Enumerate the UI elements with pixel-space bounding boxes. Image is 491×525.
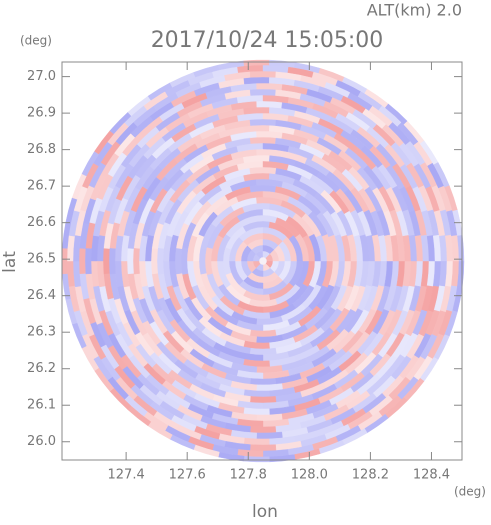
radar-field: [61, 59, 465, 463]
radar-cell: [256, 413, 283, 422]
radar-cell: [249, 444, 277, 452]
radar-cell: [132, 247, 140, 275]
radar-cell: [256, 431, 283, 440]
plot-frame: [61, 61, 463, 461]
y-tick-label: 26.3: [27, 325, 56, 340]
y-tick-label: 26.2: [27, 361, 56, 376]
x-tick-label: 128.0: [291, 468, 328, 483]
radar-cell: [150, 247, 158, 275]
y-tick-label: 26.9: [27, 106, 56, 121]
radar-cell: [256, 100, 283, 109]
x-tick-label: 127.4: [108, 468, 145, 483]
x-tick-label: 127.6: [169, 468, 206, 483]
radar-cell: [249, 329, 277, 338]
radar-cell: [249, 118, 277, 126]
radar-cell: [256, 82, 283, 91]
x-axis-label: lon: [252, 502, 278, 521]
y-unit: (deg): [20, 34, 52, 48]
radar-cell: [249, 88, 277, 96]
radar-cell: [78, 247, 86, 275]
radar-cell: [180, 247, 189, 275]
x-unit: (deg): [454, 485, 486, 499]
radar-cell: [243, 437, 270, 446]
y-axis-label: lat: [0, 251, 20, 273]
y-tick-label: 26.5: [27, 252, 56, 267]
y-tick-label: 26.7: [27, 179, 56, 194]
radar-cell: [61, 247, 68, 275]
chart-title: 2017/10/24 15:05:00: [151, 28, 384, 53]
y-tick-label: 26.0: [27, 434, 56, 449]
altitude-annotation: ALT(km) 2.0: [367, 1, 462, 20]
radar-cell: [198, 247, 207, 275]
y-tick-label: 26.1: [27, 398, 56, 413]
y-tick-label: 26.4: [27, 288, 56, 303]
radar-cell: [156, 247, 165, 275]
radar-cell: [249, 184, 277, 193]
radar-cell: [243, 76, 270, 85]
radar-cell: [249, 347, 277, 356]
radar-cell: [249, 426, 277, 434]
radar-cell: [249, 136, 277, 144]
radar-cell: [249, 396, 277, 404]
x-tick-label: 128.4: [413, 468, 450, 483]
radar-cell: [126, 247, 134, 275]
radar-cell: [249, 166, 277, 175]
x-tick-label: 128.2: [352, 468, 389, 483]
radar-cell: [84, 247, 92, 275]
radar-cell: [108, 247, 116, 275]
y-tick-label: 26.6: [27, 215, 56, 230]
radar-cell: [249, 378, 277, 386]
y-tick-label: 27.0: [27, 69, 56, 84]
radar-cell: [243, 106, 270, 115]
radar-cell: [102, 247, 110, 275]
x-tick-label: 127.8: [230, 468, 267, 483]
y-tick-label: 26.8: [27, 142, 56, 157]
radar-cell: [243, 455, 270, 463]
radar-cell: [243, 59, 270, 67]
radar-cell: [249, 70, 277, 78]
radar-cell: [243, 407, 270, 416]
radar-cell: [174, 247, 183, 275]
